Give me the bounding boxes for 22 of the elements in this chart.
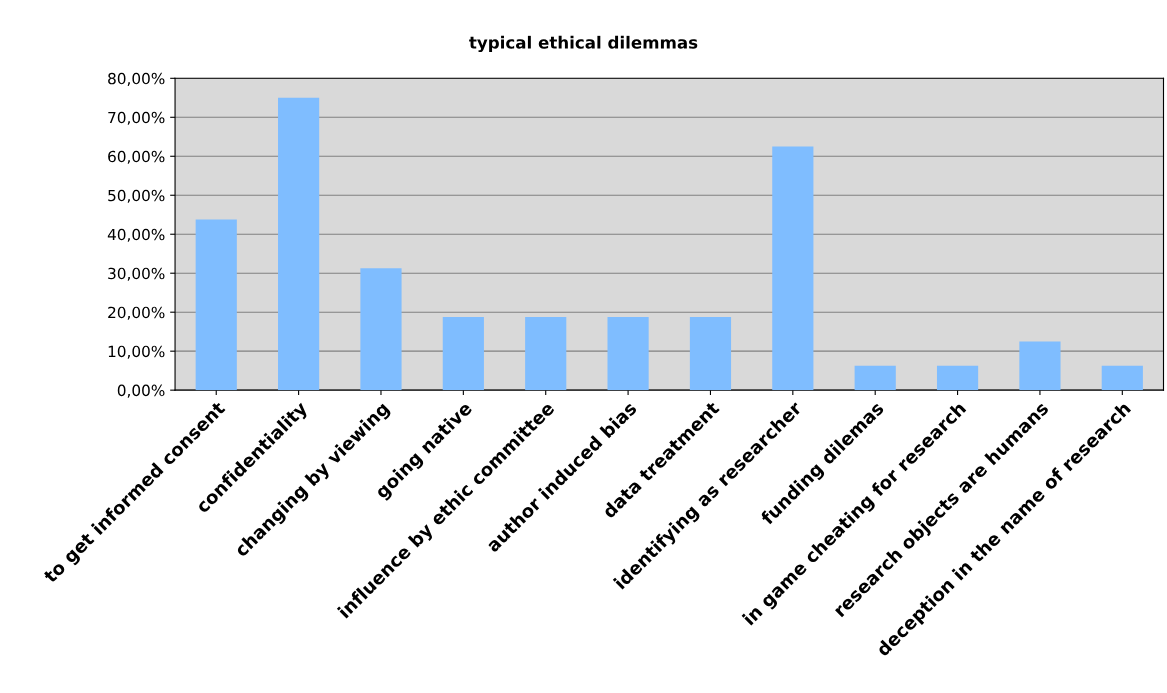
- chart-title: typical ethical dilemmas: [469, 35, 698, 53]
- y-tick-label: 30,00%: [108, 267, 165, 281]
- bar: [854, 365, 896, 391]
- bar: [936, 365, 979, 391]
- bar: [1019, 341, 1061, 391]
- y-tick-label: 20,00%: [108, 306, 165, 320]
- bar: [1101, 365, 1143, 391]
- y-tick-label: 80,00%: [108, 72, 165, 86]
- y-tick-label: 70,00%: [108, 111, 165, 125]
- bar: [689, 317, 732, 391]
- y-tick-label: 0,00%: [117, 384, 165, 398]
- bar: [195, 219, 237, 391]
- bar: [278, 97, 320, 391]
- bar: [360, 268, 402, 391]
- bar: [525, 317, 567, 391]
- bar: [442, 317, 484, 391]
- bar: [772, 146, 814, 391]
- y-tick-label: 40,00%: [107, 228, 165, 242]
- bar: [607, 317, 649, 391]
- y-tick-label: 60,00%: [108, 150, 165, 164]
- y-tick-label: 50,00%: [108, 189, 165, 203]
- y-tick-label: 10,00%: [108, 345, 165, 359]
